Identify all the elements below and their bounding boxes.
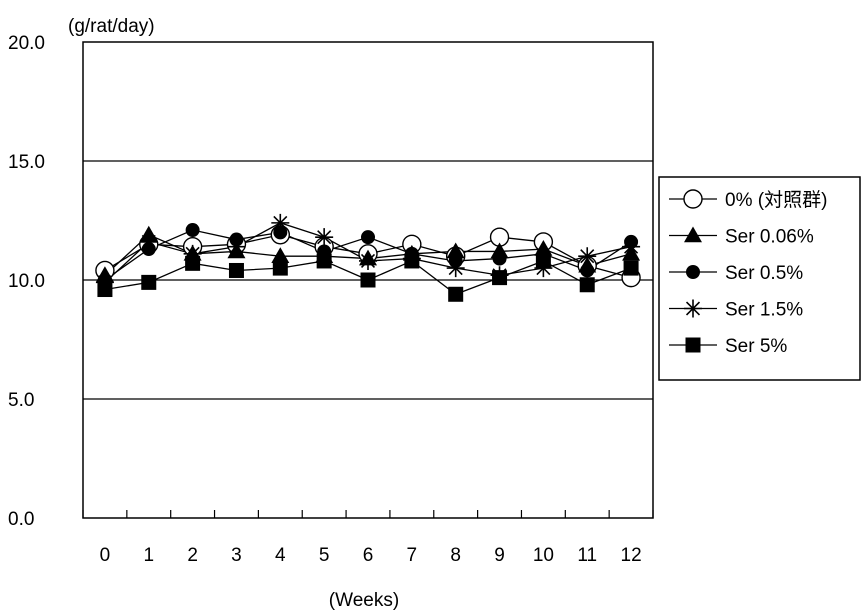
- x-tick-label: 10: [533, 545, 554, 566]
- series-4-point: [185, 255, 201, 271]
- series-3-point: [578, 247, 597, 266]
- series-4-point: [448, 286, 464, 302]
- series-3-point: [183, 244, 202, 263]
- y-axis-label: (g/rat/day): [68, 16, 155, 37]
- series-4-point: [404, 253, 420, 269]
- series-3-point: [315, 228, 334, 247]
- y-tick-label: 20.0: [8, 33, 45, 54]
- legend-marker: [685, 337, 701, 353]
- series-3-point: [622, 237, 641, 256]
- y-tick-label: 10.0: [8, 271, 45, 292]
- y-tick-label: 15.0: [8, 152, 45, 173]
- series-layer: [95, 213, 641, 302]
- legend-marker: [684, 299, 702, 318]
- legend-entry: Ser 0.06%: [725, 227, 814, 248]
- x-tick-label: 2: [187, 545, 198, 566]
- series-4-point: [360, 272, 376, 288]
- legend-marker: [686, 265, 700, 279]
- x-tick-label: 12: [621, 545, 642, 566]
- legend-marker: [683, 189, 703, 209]
- series-2-point: [361, 230, 375, 245]
- series-4-point: [535, 253, 551, 269]
- series-2-point: [273, 225, 288, 240]
- legend: 0% (対照群) Ser 0.06% Ser 0.5% Ser 1.5% Ser 5%: [658, 176, 861, 381]
- x-tick-label: 7: [407, 545, 418, 566]
- series-3-point: [227, 237, 246, 256]
- legend-entry: Ser 5%: [725, 336, 787, 357]
- series-4-point: [141, 274, 157, 290]
- x-tick-label: 5: [319, 545, 330, 566]
- x-tick-label: 11: [577, 545, 597, 566]
- legend-entry: Ser 1.5%: [725, 300, 803, 321]
- series-1-point: [271, 247, 290, 263]
- x-axis-label: (Weeks): [329, 590, 399, 611]
- series-4-point: [228, 262, 244, 278]
- series-2-point: [580, 263, 595, 278]
- legend-marker: [684, 226, 702, 243]
- series-4-point: [97, 282, 113, 298]
- x-tick-label: 9: [494, 545, 505, 566]
- series-4-point: [492, 270, 508, 286]
- legend-entry: 0% (対照群): [725, 189, 827, 211]
- series-2-point: [492, 251, 507, 266]
- series-4-point: [623, 260, 639, 276]
- series-3-point: [271, 213, 290, 232]
- series-3-point: [446, 259, 465, 278]
- legend-entry: Ser 0.5%: [725, 263, 803, 284]
- x-tick-label: 3: [231, 545, 242, 566]
- series-3-point: [359, 251, 377, 270]
- y-axis-ticks: 0.0 5.0 10.0 15.0 20.0: [8, 33, 45, 530]
- x-tick-label: 1: [143, 545, 154, 566]
- series-3-point: [139, 232, 158, 251]
- x-tick-label: 4: [275, 545, 286, 566]
- series-markers: [95, 213, 641, 302]
- series-2-point: [185, 223, 200, 238]
- series-4-point: [316, 253, 332, 269]
- series-1-point: [446, 242, 465, 259]
- x-tick-label: 0: [100, 545, 111, 566]
- series-4-point: [579, 277, 595, 293]
- y-tick-label: 5.0: [8, 390, 34, 411]
- series-4-point: [272, 260, 288, 276]
- x-tick-label: 8: [450, 545, 461, 566]
- y-tick-label: 0.0: [8, 509, 34, 530]
- x-axis-ticks: 0 1 2 3 4 5 6 7 8 9 10 11 12: [82, 510, 654, 566]
- x-tick-label: 6: [363, 545, 374, 566]
